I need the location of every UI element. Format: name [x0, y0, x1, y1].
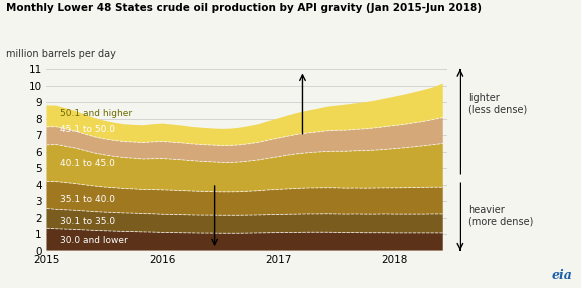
Text: 35.1 to 40.0: 35.1 to 40.0 — [60, 195, 116, 204]
Text: heavier
(more dense): heavier (more dense) — [468, 205, 533, 227]
Text: 30.1 to 35.0: 30.1 to 35.0 — [60, 217, 116, 226]
Text: lighter
(less dense): lighter (less dense) — [468, 93, 527, 114]
Text: 45.1 to 50.0: 45.1 to 50.0 — [60, 125, 116, 134]
Text: million barrels per day: million barrels per day — [6, 49, 116, 59]
Text: Monthly Lower 48 States crude oil production by API gravity (Jan 2015-Jun 2018): Monthly Lower 48 States crude oil produc… — [6, 3, 482, 13]
Text: eia: eia — [551, 269, 572, 282]
Text: 50.1 and higher: 50.1 and higher — [60, 109, 132, 118]
Text: 30.0 and lower: 30.0 and lower — [60, 236, 128, 245]
Text: 40.1 to 45.0: 40.1 to 45.0 — [60, 159, 115, 168]
